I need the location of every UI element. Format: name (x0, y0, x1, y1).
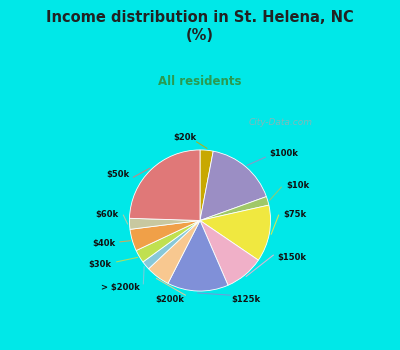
Wedge shape (130, 150, 200, 220)
Wedge shape (148, 220, 200, 284)
Text: $150k: $150k (278, 253, 307, 262)
Text: Income distribution in St. Helena, NC
(%): Income distribution in St. Helena, NC (%… (46, 10, 354, 43)
Wedge shape (200, 197, 269, 220)
Text: $40k: $40k (92, 239, 115, 247)
Text: $20k: $20k (173, 133, 196, 142)
Text: $50k: $50k (106, 170, 130, 179)
Wedge shape (143, 220, 200, 269)
Text: $10k: $10k (286, 181, 309, 190)
Text: $60k: $60k (96, 210, 119, 219)
Wedge shape (200, 150, 213, 220)
Wedge shape (200, 151, 266, 220)
Wedge shape (130, 218, 200, 229)
Wedge shape (168, 220, 228, 291)
Text: $100k: $100k (269, 149, 298, 158)
Wedge shape (200, 205, 270, 260)
Text: All residents: All residents (158, 75, 242, 89)
Text: > $200k: > $200k (101, 283, 140, 292)
Text: $75k: $75k (283, 210, 306, 219)
Text: $30k: $30k (89, 260, 112, 269)
Text: $125k: $125k (232, 295, 261, 304)
Text: $200k: $200k (156, 295, 184, 304)
Wedge shape (200, 220, 258, 285)
Wedge shape (136, 220, 200, 262)
Text: City-Data.com: City-Data.com (249, 118, 313, 127)
Wedge shape (130, 220, 200, 251)
